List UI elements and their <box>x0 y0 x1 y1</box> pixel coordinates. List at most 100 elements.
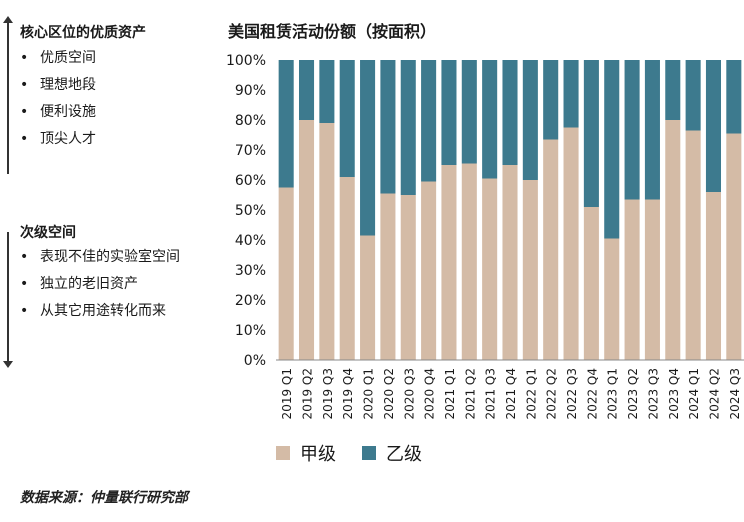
x-tick-label: 2021 Q4 <box>504 368 518 419</box>
bar-segment-a <box>441 165 457 360</box>
bar-segment-b <box>339 60 355 177</box>
y-tick-label: 0% <box>244 353 266 369</box>
bar-segment-a <box>624 199 640 360</box>
x-tick-label: 2021 Q2 <box>463 368 477 419</box>
x-tick-label: 2022 Q3 <box>565 368 579 419</box>
list-item: 表现不佳的实验室空间 <box>20 244 180 271</box>
prime-title: 核心区位的优质资产 <box>20 25 146 41</box>
bar-segment-b <box>482 60 498 179</box>
bar-segment-a <box>278 187 294 360</box>
bar-segment-a <box>380 193 396 360</box>
y-tick-label: 40% <box>235 233 266 249</box>
list-item: 顶尖人才 <box>20 126 96 153</box>
bar-segment-b <box>298 60 315 120</box>
bar-segment-a <box>563 127 579 360</box>
bar-segment-b <box>543 60 559 140</box>
legend: 甲级 乙级 <box>276 440 448 466</box>
bar-segment-b <box>685 60 701 131</box>
up-arrow-icon <box>3 16 13 174</box>
x-tick-label: 2019 Q3 <box>321 368 335 419</box>
bar-segment-b <box>665 60 681 120</box>
bar-segment-b <box>319 60 335 123</box>
list-item: 独立的老旧资产 <box>20 271 180 298</box>
x-tick-label: 2020 Q2 <box>382 368 396 419</box>
legend-label: 乙级 <box>386 444 422 465</box>
bar-segment-b <box>563 60 579 128</box>
list-item: 优质空间 <box>20 45 96 72</box>
bar-segment-a <box>726 133 742 360</box>
bar-segment-b <box>522 60 538 180</box>
bar-segment-a <box>665 120 681 360</box>
x-tick-label: 2023 Q3 <box>646 368 660 419</box>
stacked-bar-chart: 0% 10% 20% 30% 40% 50% 60% 70% 80% 90% 100% 2019 Q1… <box>226 53 744 419</box>
chart-title: 美国租赁活动份额（按面积） <box>228 22 437 41</box>
x-tick-label: 2019 Q2 <box>301 368 315 419</box>
bar-segment-b <box>604 60 620 239</box>
bar-segment-b <box>624 60 640 200</box>
x-tick-label: 2021 Q3 <box>484 368 498 419</box>
list-item: 从其它用途转化而来 <box>20 298 180 325</box>
bar-segment-a <box>644 199 660 360</box>
bar-segment-a <box>339 177 355 360</box>
bar-segment-a <box>543 139 559 360</box>
bar-segment-b <box>583 60 599 207</box>
left-panel: 核心区位的优质资产 优质空间 理想地段 便利设施 顶尖人才 次级空间 表现不佳的… <box>0 0 210 380</box>
x-tick-label: 2020 Q3 <box>402 368 416 419</box>
bar-segment-b <box>400 60 416 195</box>
x-tick-label: 2024 Q2 <box>707 368 721 419</box>
x-tick-label: 2022 Q4 <box>585 368 599 419</box>
source-note: 数据来源：仲量联行研究部 <box>20 490 188 506</box>
bar-segment-a <box>502 165 518 360</box>
bar-segment-b <box>421 60 437 182</box>
secondary-title: 次级空间 <box>20 225 76 241</box>
x-tick-label: 2023 Q4 <box>667 368 681 419</box>
bar-segment-b <box>441 60 457 165</box>
prime-list: 优质空间 理想地段 便利设施 顶尖人才 <box>20 45 96 153</box>
x-tick-label: 2020 Q1 <box>362 368 376 419</box>
bar-segment-b <box>705 60 722 192</box>
y-tick-label: 20% <box>235 293 266 309</box>
bar-segment-b <box>278 60 294 188</box>
y-tick-label: 90% <box>235 83 266 99</box>
legend-label: 甲级 <box>300 444 336 465</box>
x-tick-label: 2024 Q3 <box>728 368 742 419</box>
y-tick-label: 60% <box>235 173 266 189</box>
y-tick-label: 70% <box>235 143 266 159</box>
x-tick-label: 2022 Q1 <box>524 368 538 419</box>
y-tick-label: 80% <box>235 113 266 129</box>
bar-segment-b <box>726 60 742 134</box>
y-tick-label: 30% <box>235 263 266 279</box>
bar-segment-a <box>421 181 437 360</box>
legend-item-b: 乙级 <box>362 440 422 466</box>
bar-segment-b <box>360 60 376 236</box>
bar-segment-b <box>502 60 518 165</box>
x-tick-label: 2023 Q1 <box>606 368 620 419</box>
bar-segment-a <box>583 207 599 360</box>
x-tick-label: 2019 Q4 <box>341 368 355 419</box>
x-tick-label: 2020 Q4 <box>423 368 437 419</box>
x-tick-label: 2022 Q2 <box>545 368 559 419</box>
bar-segment-b <box>644 60 660 200</box>
legend-item-a: 甲级 <box>276 440 336 466</box>
bar-segment-b <box>380 60 396 194</box>
y-tick-label: 10% <box>235 323 266 339</box>
bar-segment-a <box>482 178 498 360</box>
legend-swatch <box>362 446 376 460</box>
secondary-list: 表现不佳的实验室空间 独立的老旧资产 从其它用途转化而来 <box>20 244 180 325</box>
down-arrow-icon <box>3 232 13 368</box>
bar-segment-a <box>400 195 416 360</box>
x-tick-label: 2021 Q1 <box>443 368 457 419</box>
bar-segment-a <box>298 120 315 360</box>
bar-segment-a <box>360 235 376 360</box>
bar-segment-a <box>604 238 620 360</box>
list-item: 便利设施 <box>20 99 96 126</box>
bar-segment-b <box>461 60 477 164</box>
x-tick-label: 2024 Q1 <box>687 368 701 419</box>
bar-segment-a <box>319 123 335 360</box>
bar-segment-a <box>705 192 722 360</box>
x-tick-label: 2023 Q2 <box>626 368 640 419</box>
y-tick-label: 50% <box>235 203 266 219</box>
bar-segment-a <box>461 163 477 360</box>
y-tick-label: 100% <box>226 53 266 69</box>
bar-segment-a <box>685 130 701 360</box>
